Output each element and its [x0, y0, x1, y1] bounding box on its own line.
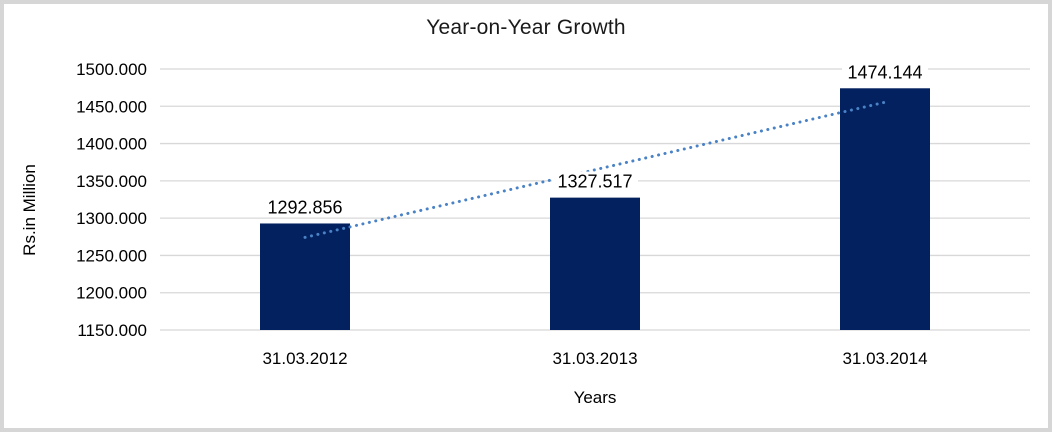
- x-tick-label: 31.03.2013: [552, 349, 637, 368]
- y-tick-label: 1350.000: [76, 172, 147, 191]
- data-label: 1474.144: [847, 62, 922, 82]
- bar: [840, 88, 930, 330]
- data-label-bg: [842, 62, 928, 83]
- data-label: 1327.517: [557, 172, 632, 192]
- y-tick-label: 1300.000: [76, 209, 147, 228]
- y-tick-label: 1500.000: [76, 60, 147, 79]
- x-tick-label: 31.03.2012: [262, 349, 347, 368]
- bar: [550, 197, 640, 330]
- y-tick-label: 1250.000: [76, 246, 147, 265]
- chart-title: Year-on-Year Growth: [426, 16, 626, 39]
- data-label: 1292.856: [267, 197, 342, 217]
- data-label-bg: [552, 171, 638, 192]
- plot-area: 1500.000 1450.000 1400.000 1350.000 1300.000…: [76, 60, 1030, 368]
- x-tick-label: 31.03.2014: [842, 349, 927, 368]
- y-tick-label: 1200.000: [76, 284, 147, 303]
- y-tick-label: 1450.000: [76, 97, 147, 116]
- trendline: [303, 100, 887, 239]
- x-axis-title: Years: [573, 388, 617, 407]
- data-label-bg: [262, 197, 348, 218]
- bar: [260, 223, 350, 330]
- y-tick-label: 1150.000: [77, 321, 147, 340]
- y-tick-label: 1400.000: [76, 135, 147, 154]
